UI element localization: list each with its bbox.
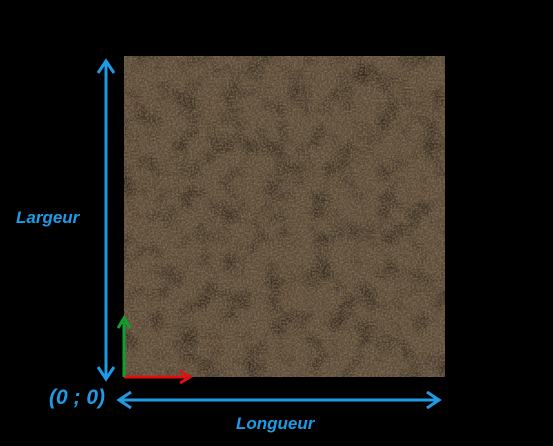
- length-arrow-right-head: [426, 390, 442, 410]
- soil-texture-square: [124, 56, 445, 377]
- width-arrow-bottom-head: [96, 366, 116, 382]
- length-axis-label: Longueur: [236, 414, 315, 433]
- length-arrow-left-head: [116, 390, 132, 410]
- y-axis-arrow-head: [116, 315, 132, 329]
- x-axis-arrow-head: [179, 369, 193, 385]
- width-axis-label: Largeur: [16, 208, 80, 227]
- origin-label: (0 ; 0): [49, 386, 106, 409]
- width-arrow-top-head: [96, 58, 116, 74]
